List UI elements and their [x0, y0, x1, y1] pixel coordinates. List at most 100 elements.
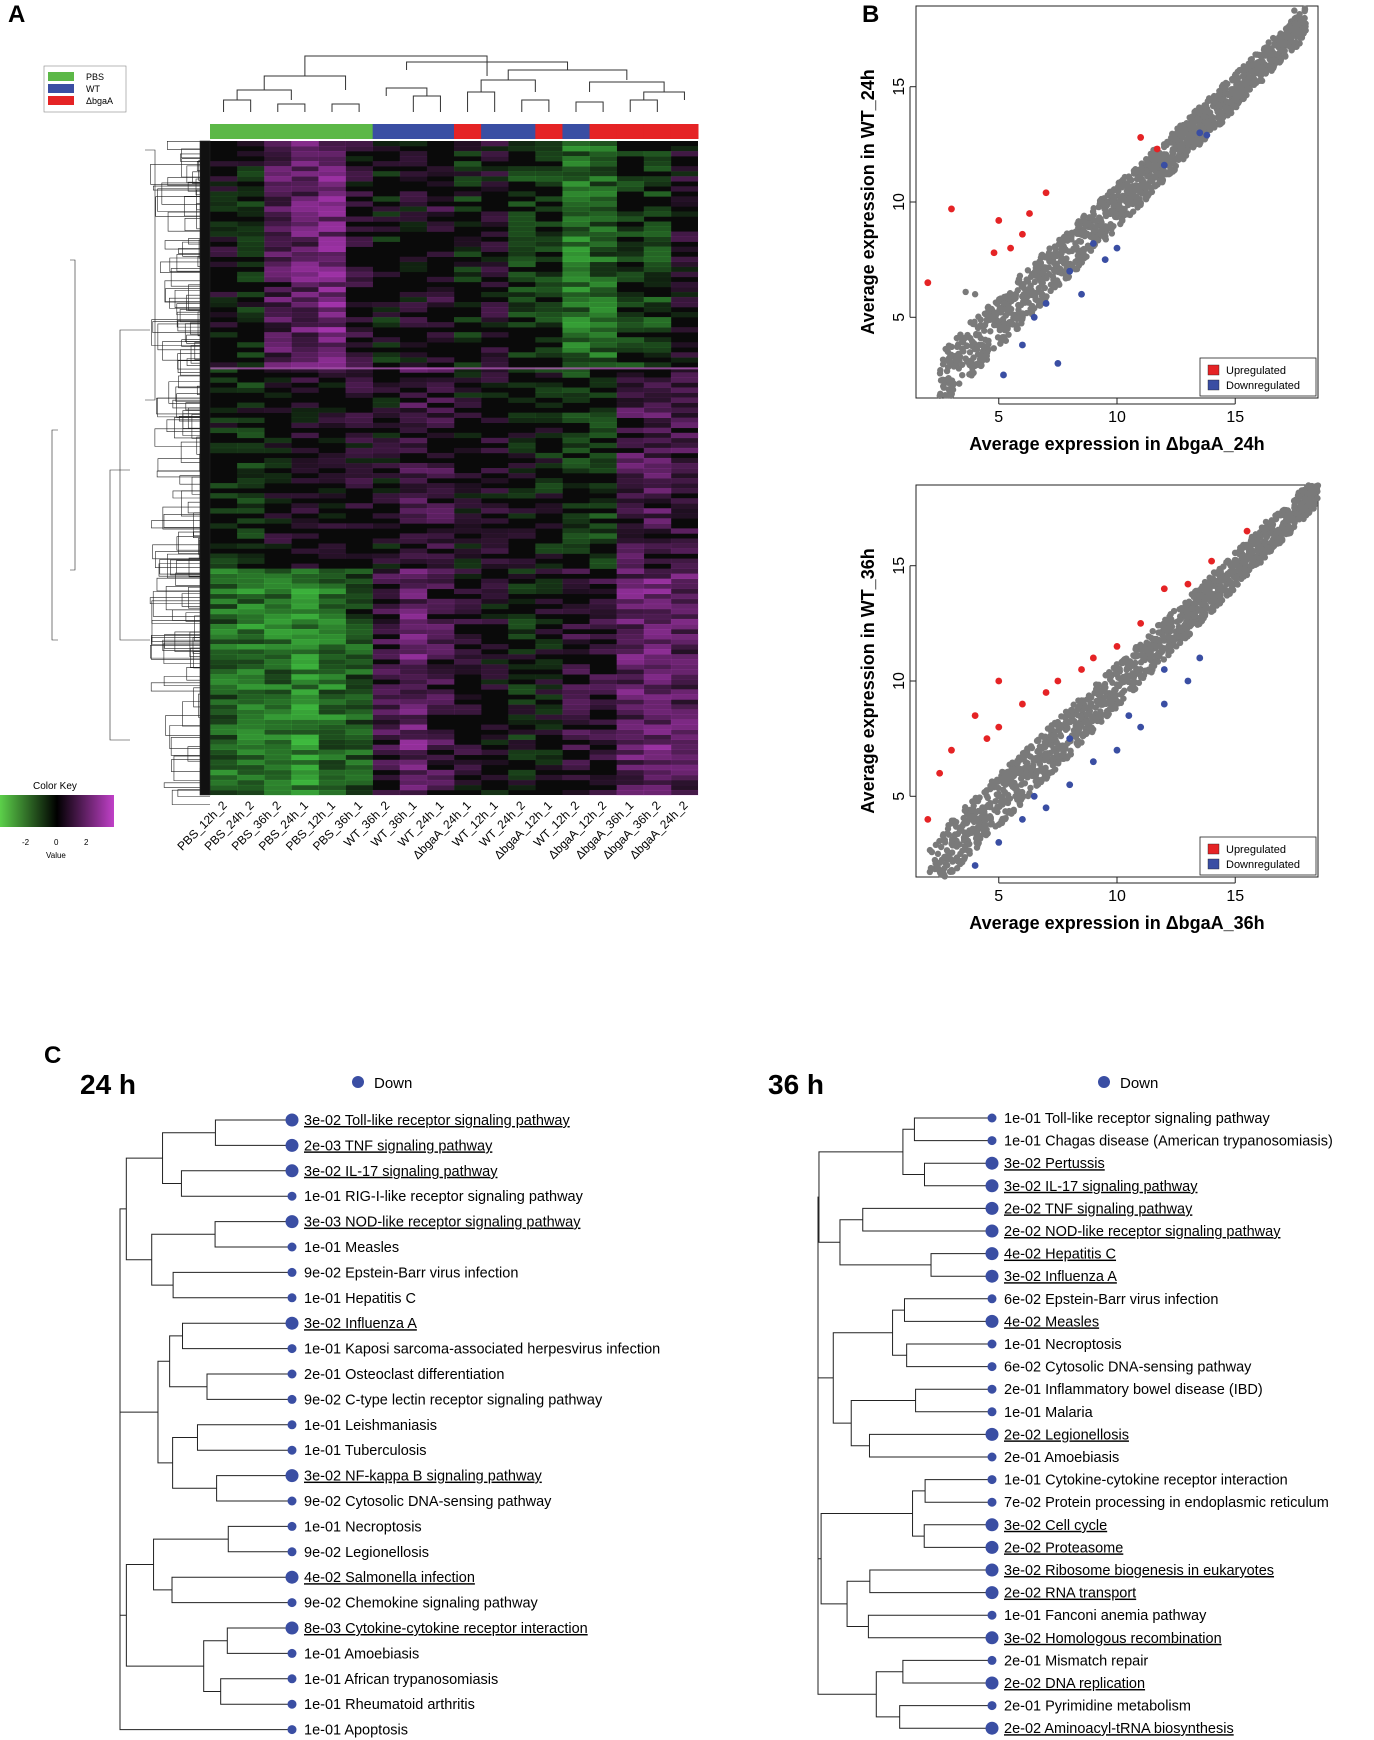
heatmap-cell	[210, 367, 238, 373]
heatmap-cell	[372, 462, 401, 469]
tree-link	[839, 1219, 932, 1266]
tree-link	[868, 1433, 992, 1458]
heatmap-cell	[399, 422, 428, 429]
heatmap-cell	[589, 377, 617, 383]
heatmap-cell	[562, 191, 590, 197]
heatmap-cell	[345, 181, 373, 187]
heatmap-cell	[426, 452, 455, 459]
point-background	[1178, 154, 1185, 161]
heatmap-cell	[589, 291, 617, 298]
heatmap-cell	[589, 146, 617, 152]
heatmap-cell	[562, 513, 590, 519]
heatmap-cell	[508, 689, 536, 695]
heatmap-cell	[345, 382, 373, 388]
heatmap-cell	[535, 649, 563, 655]
heatmap-cell	[535, 618, 563, 625]
heatmap-cell	[399, 764, 428, 771]
heatmap-cell	[535, 246, 563, 252]
point-background	[1229, 586, 1237, 594]
heatmap-cell	[454, 271, 482, 278]
heatmap-cell	[291, 211, 319, 217]
background-points	[926, 482, 1322, 880]
heatmap-cell	[264, 286, 292, 293]
point-background	[936, 392, 943, 399]
heatmap-cell	[210, 649, 238, 655]
heatmap-cell	[237, 478, 265, 484]
row-dendro-link	[171, 789, 210, 805]
heatmap-cell	[589, 689, 617, 695]
heatmap-cell	[454, 171, 482, 177]
heatmap-cell	[372, 588, 401, 595]
heatmap-cell	[508, 674, 536, 680]
heatmap-cell	[616, 241, 645, 247]
row-dendro-link	[179, 475, 210, 485]
heatmap-cell	[318, 628, 346, 635]
heatmap-cell	[345, 216, 373, 222]
heatmap-cell	[372, 744, 401, 751]
heatmap-cell	[372, 141, 401, 147]
heatmap-cell	[399, 221, 428, 227]
point-background	[1080, 250, 1087, 257]
heatmap-cell	[372, 623, 401, 630]
heatmap-cell	[670, 563, 699, 569]
point-background	[1152, 642, 1159, 649]
point-background	[1234, 68, 1241, 76]
heatmap-cell	[454, 146, 482, 152]
heatmap-cell	[589, 327, 617, 333]
heatmap-cell	[237, 598, 265, 605]
heatmap-cell	[535, 764, 563, 771]
heatmap-cell	[399, 266, 428, 273]
heatmap-cell	[426, 377, 455, 383]
heatmap-cell	[454, 151, 482, 157]
heatmap-cell	[481, 734, 509, 740]
pathway-dot	[985, 1563, 999, 1577]
heatmap-cell	[237, 427, 265, 434]
point-background	[1308, 503, 1315, 511]
heatmap-cell	[616, 704, 645, 710]
heatmap-cell	[264, 367, 292, 373]
heatmap-cell	[291, 478, 319, 484]
heatmap-cell	[670, 382, 699, 388]
heatmap-cell	[454, 317, 482, 323]
heatmap-cell	[399, 296, 428, 303]
heatmap-cell	[454, 779, 482, 786]
tree-link	[162, 1132, 216, 1184]
heatmap-cell	[291, 578, 319, 585]
point-background	[1039, 269, 1046, 277]
point-background	[1176, 616, 1184, 623]
heatmap-cell	[454, 543, 482, 549]
heatmap-cell	[210, 422, 238, 429]
point-background	[997, 308, 1004, 315]
group-cell	[562, 124, 591, 139]
heatmap-cell	[481, 382, 509, 388]
heatmap-cell	[345, 628, 373, 635]
heatmap-cell	[318, 478, 346, 484]
heatmap-cell	[616, 226, 645, 232]
pathway-dot	[987, 1452, 997, 1462]
heatmap-cell	[535, 427, 563, 434]
heatmap-cell	[210, 201, 238, 207]
point-background	[974, 324, 982, 332]
heatmap-cell	[345, 442, 373, 449]
heatmap-cell	[345, 352, 373, 358]
heatmap-cell	[264, 407, 292, 413]
point-background	[940, 376, 947, 384]
heatmap-cell	[345, 724, 373, 730]
heatmap-cell	[562, 412, 590, 418]
heatmap-cell	[589, 337, 617, 343]
heatmap-cell	[670, 417, 699, 424]
heatmap-cell	[291, 739, 319, 745]
heatmap-cell	[562, 337, 590, 343]
pathway-label: 6e-02 Cytosolic DNA-sensing pathway	[1004, 1360, 1252, 1376]
heatmap-cell	[589, 231, 617, 237]
heatmap-cell	[318, 322, 346, 328]
heatmap-cell	[372, 216, 401, 222]
heatmap-cell	[643, 322, 672, 328]
heatmap-cell	[291, 598, 319, 605]
heatmap-cell	[399, 593, 428, 600]
heatmap-cell	[318, 226, 346, 232]
legend-label: Downregulated	[1226, 859, 1300, 871]
heatmap-cell	[562, 623, 590, 630]
heatmap-cell	[616, 508, 645, 514]
heatmap-cell	[562, 322, 590, 328]
